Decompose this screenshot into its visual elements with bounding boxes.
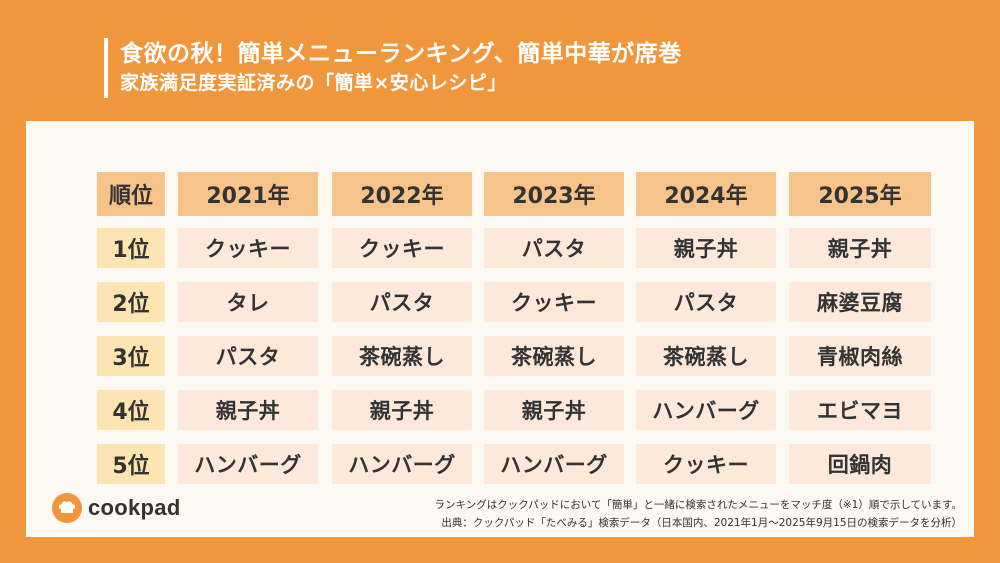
rank-cell: 5位 bbox=[97, 444, 165, 484]
rank-cell: 1位 bbox=[97, 228, 165, 268]
header-rank: 順位 bbox=[97, 172, 165, 216]
menu-cell: パスタ bbox=[636, 282, 776, 322]
menu-cell: クッキー bbox=[332, 228, 472, 268]
source-note: 出典：クックパッド「たべみる」検索データ（日本国内、2021年1月〜2025年9… bbox=[441, 517, 962, 529]
menu-cell: パスタ bbox=[332, 282, 472, 322]
menu-cell: 茶碗蒸し bbox=[484, 336, 624, 376]
header-year: 2023年 bbox=[484, 172, 624, 216]
header-year: 2022年 bbox=[332, 172, 472, 216]
page-subtitle: 家族満足度実証済みの「簡単×安心レシピ」 bbox=[120, 72, 507, 94]
rank-cell: 3位 bbox=[97, 336, 165, 376]
menu-cell: 茶碗蒸し bbox=[332, 336, 472, 376]
menu-cell: ハンバーグ bbox=[484, 444, 624, 484]
menu-cell: タレ bbox=[178, 282, 318, 322]
rank-cell: 2位 bbox=[97, 282, 165, 322]
menu-cell: パスタ bbox=[178, 336, 318, 376]
menu-cell: ハンバーグ bbox=[636, 390, 776, 430]
header-year: 2021年 bbox=[178, 172, 318, 216]
menu-cell: 親子丼 bbox=[332, 390, 472, 430]
rank-cell: 4位 bbox=[97, 390, 165, 430]
menu-cell: 青椒肉絲 bbox=[789, 336, 931, 376]
title-accent-bar bbox=[104, 38, 108, 98]
menu-cell: 回鍋肉 bbox=[789, 444, 931, 484]
menu-cell: エビマヨ bbox=[789, 390, 931, 430]
menu-cell: 麻婆豆腐 bbox=[789, 282, 931, 322]
menu-cell: クッキー bbox=[484, 282, 624, 322]
menu-cell: 親子丼 bbox=[484, 390, 624, 430]
ranking-note: ランキングはクックパッドにおいて「簡単」と一緒に検索されたメニューをマッチ度（※… bbox=[434, 499, 962, 511]
menu-cell: 茶碗蒸し bbox=[636, 336, 776, 376]
header-year: 2025年 bbox=[789, 172, 931, 216]
page-title: 食欲の秋！簡単メニューランキング、簡単中華が席巻 bbox=[120, 41, 682, 67]
logo-text: cookpad bbox=[88, 495, 181, 520]
header-year: 2024年 bbox=[636, 172, 776, 216]
menu-cell: パスタ bbox=[484, 228, 624, 268]
menu-cell: クッキー bbox=[636, 444, 776, 484]
menu-cell: 親子丼 bbox=[636, 228, 776, 268]
menu-cell: 親子丼 bbox=[178, 390, 318, 430]
menu-cell: 親子丼 bbox=[789, 228, 931, 268]
chef-hat-icon bbox=[52, 493, 82, 523]
menu-cell: クッキー bbox=[178, 228, 318, 268]
menu-cell: ハンバーグ bbox=[178, 444, 318, 484]
cookpad-logo: cookpad bbox=[52, 493, 181, 523]
menu-cell: ハンバーグ bbox=[332, 444, 472, 484]
